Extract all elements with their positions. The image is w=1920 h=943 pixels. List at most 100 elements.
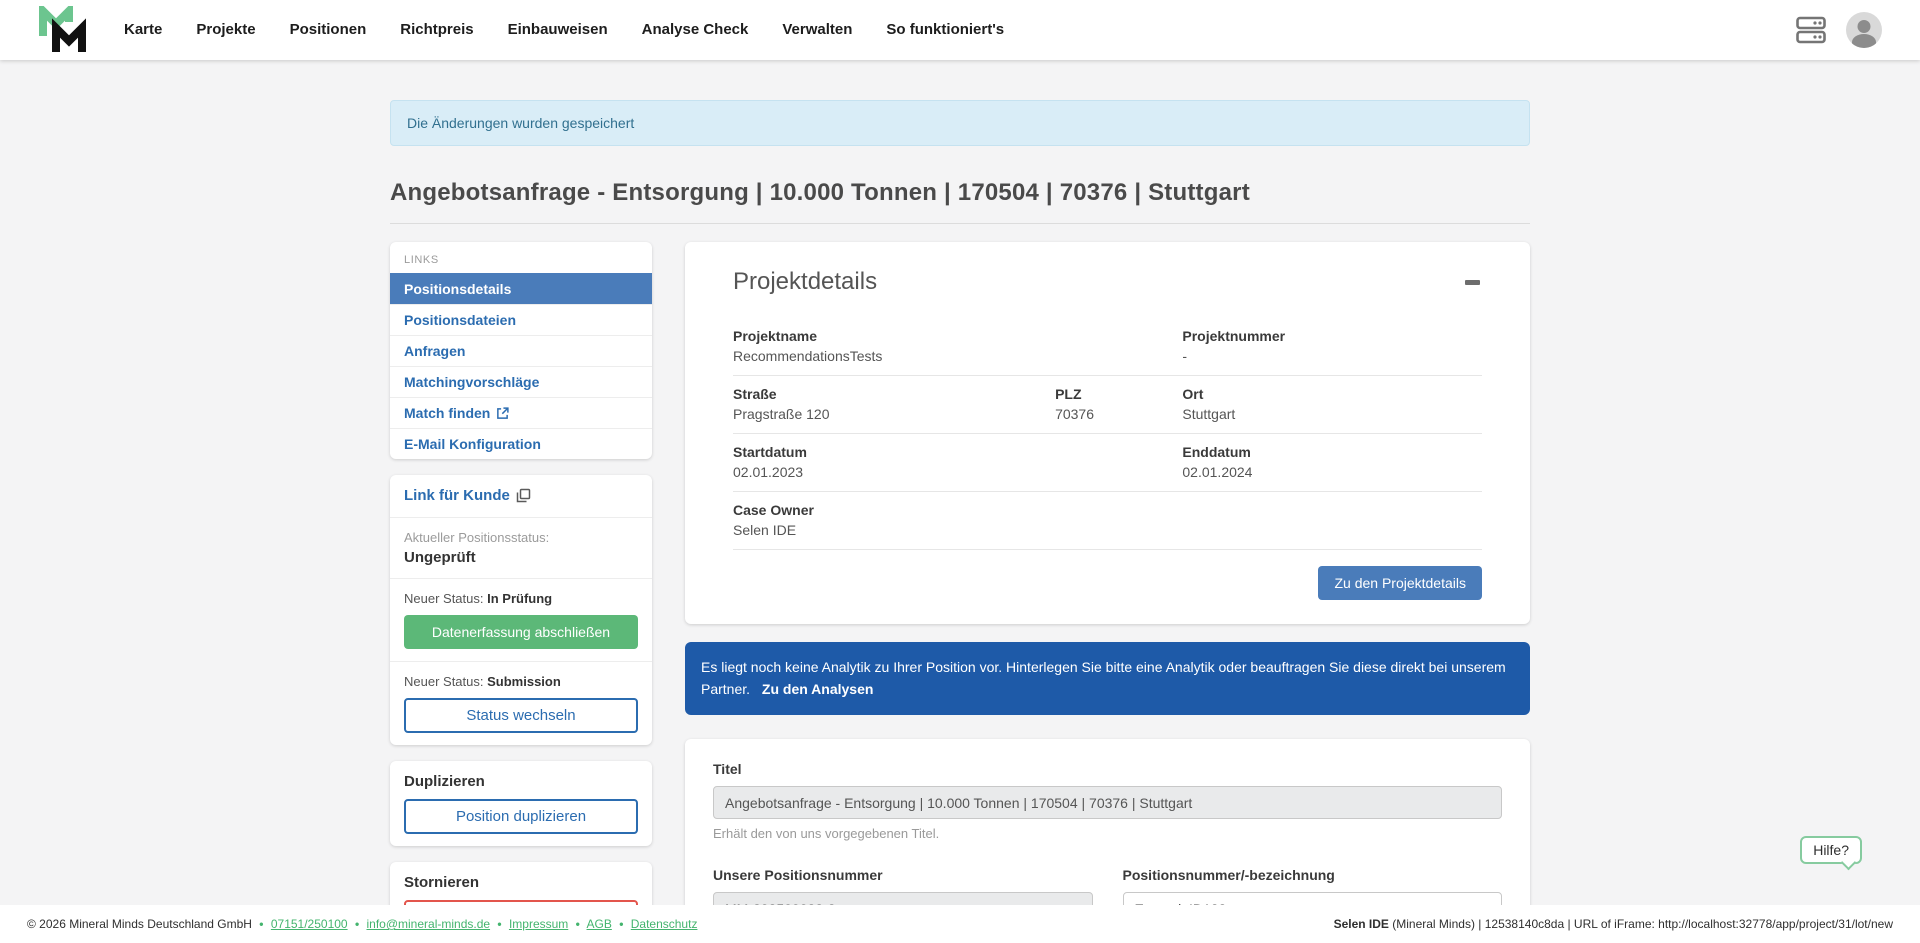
sidebar-item-positionsdateien[interactable]: Positionsdateien <box>390 304 652 335</box>
nav-item-karte[interactable]: Karte <box>124 21 163 38</box>
case-owner-value: Selen IDE <box>733 522 797 538</box>
footer-datenschutz-link[interactable]: Datenschutz <box>630 917 698 931</box>
nav-item-verwalten[interactable]: Verwalten <box>782 21 853 38</box>
unsere-positionsnummer-label: Unsere Positionsnummer <box>713 867 883 884</box>
duplicate-card-title: Duplizieren <box>404 773 485 790</box>
collapse-minus-icon[interactable] <box>1463 274 1482 291</box>
projektname-label: Projektname <box>733 328 818 344</box>
plz-label: PLZ <box>1055 386 1082 402</box>
page-title: Angebotsanfrage - Entsorgung | 10.000 To… <box>390 179 1530 224</box>
strasse-value: Pragstraße 120 <box>733 406 830 422</box>
hilfe-button[interactable]: Hilfe? <box>1800 836 1862 864</box>
footer-separator: • <box>497 917 502 931</box>
link-fuer-kunde-label: Link für Kunde <box>404 487 510 504</box>
nav-item-analyse-check[interactable]: Analyse Check <box>641 21 749 38</box>
footer-phone-link[interactable]: 07151/250100 <box>270 917 348 931</box>
project-details-title: Projektdetails <box>733 268 878 295</box>
server-rack-icon[interactable] <box>1796 16 1826 44</box>
stornieren-dropdown-button[interactable]: Stornieren <box>404 900 638 905</box>
startdatum-value: 02.01.2023 <box>733 464 804 480</box>
positionsnummer-label: Positionsnummer/-bezeichnung <box>1122 867 1335 884</box>
top-navbar: Karte Projekte Positionen Richtpreis Ein… <box>0 0 1920 60</box>
cancel-card-title: Stornieren <box>404 874 480 891</box>
next-status-value: In Prüfung <box>487 591 553 606</box>
titel-label: Titel <box>713 761 742 778</box>
duplicate-card: Duplizieren Position duplizieren <box>390 761 652 846</box>
saved-alert: Die Änderungen wurden gespeichert <box>390 100 1530 146</box>
plz-value: 70376 <box>1055 406 1094 422</box>
footer-email-link[interactable]: info@mineral-minds.de <box>366 917 491 931</box>
user-avatar-icon[interactable] <box>1846 12 1882 48</box>
datenerfassung-abschliessen-button[interactable]: Datenerfassung abschließen <box>404 615 638 649</box>
footer-separator: • <box>259 917 264 931</box>
sidebar-item-match-finden[interactable]: Match finden <box>390 397 652 428</box>
analytics-banner: Es liegt noch keine Analytik zu Ihrer Po… <box>685 642 1530 716</box>
links-card-header: LINKS <box>404 254 439 266</box>
ort-label: Ort <box>1182 386 1204 402</box>
footer-agb-link[interactable]: AGB <box>586 917 612 931</box>
link-fuer-kunde-link[interactable]: Link für Kunde <box>404 487 531 504</box>
external-link-icon <box>497 406 509 419</box>
ort-value: Stuttgart <box>1182 406 1236 422</box>
position-duplizieren-button[interactable]: Position duplizieren <box>404 799 638 834</box>
footer-separator: • <box>354 917 360 931</box>
analytics-banner-text: Es liegt noch keine Analytik zu Ihrer Po… <box>701 659 1506 697</box>
footer-user-name: Selen IDE <box>1333 917 1389 931</box>
sidebar-item-label: Match finden <box>404 405 491 421</box>
status-wechseln-button[interactable]: Status wechseln <box>404 698 638 733</box>
titel-input <box>713 786 1502 820</box>
links-card: LINKS Positionsdetails Positionsdateien … <box>390 242 652 459</box>
zu-den-analysen-link[interactable]: Zu den Analysen <box>761 680 874 697</box>
titel-helper: Erhält den von uns vorgegebenen Titel. <box>713 826 940 842</box>
sidebar-item-email-konfiguration[interactable]: E-Mail Konfiguration <box>390 428 652 459</box>
left-sidebar: LINKS Positionsdetails Positionsdateien … <box>390 242 652 905</box>
startdatum-label: Startdatum <box>733 444 807 460</box>
projektnummer-label: Projektnummer <box>1182 328 1286 344</box>
next-status-value: Submission <box>487 674 561 689</box>
next-status-label: Neuer Status: <box>404 674 484 689</box>
enddatum-label: Enddatum <box>1182 444 1251 460</box>
cancel-card: Stornieren Stornieren <box>390 862 652 905</box>
project-row-address: Straße Pragstraße 120 PLZ 70376 Ort Stut… <box>733 376 1482 434</box>
project-row-owner: Case Owner Selen IDE <box>733 492 1482 550</box>
footer-separator: • <box>575 917 580 931</box>
main-content: Die Änderungen wurden gespeichert Angebo… <box>0 60 1920 905</box>
nav-item-so-funktionierts[interactable]: So funktioniert's <box>886 21 1005 38</box>
status-card: Link für Kunde Aktueller Positionsstatus… <box>390 475 652 745</box>
footer: © 2026 Mineral Minds Deutschland GmbH • … <box>0 905 1920 943</box>
footer-session-info: Selen IDE (Mineral Minds) | 12538140c8da… <box>1334 917 1893 931</box>
sidebar-item-matchingvorschlaege[interactable]: Matchingvorschläge <box>390 366 652 397</box>
footer-separator: • <box>619 917 624 931</box>
next-status-label: Neuer Status: <box>404 591 484 606</box>
nav-item-projekte[interactable]: Projekte <box>196 21 256 38</box>
nav-item-einbauweisen[interactable]: Einbauweisen <box>507 21 608 38</box>
content-column: Projektdetails Projektname Recommendatio… <box>685 242 1530 905</box>
enddatum-value: 02.01.2024 <box>1182 464 1253 480</box>
footer-left: © 2026 Mineral Minds Deutschland GmbH • … <box>27 917 697 931</box>
nav-item-richtpreis[interactable]: Richtpreis <box>400 21 474 38</box>
nav-item-positionen[interactable]: Positionen <box>289 21 367 38</box>
project-details-card: Projektdetails Projektname Recommendatio… <box>685 242 1530 624</box>
footer-session-text: (Mineral Minds) | 12538140c8da | URL of … <box>1388 917 1893 931</box>
position-form-card: Titel Erhält den von uns vorgegebenen Ti… <box>685 739 1530 905</box>
mineral-minds-logo-icon[interactable] <box>38 6 90 54</box>
main-nav: Karte Projekte Positionen Richtpreis Ein… <box>124 21 1004 39</box>
projektnummer-value: - <box>1182 348 1188 364</box>
footer-impressum-link[interactable]: Impressum <box>508 917 569 931</box>
positionsnummer-field: Positionsnummer/-bezeichnung Z.B. Intern… <box>1122 867 1502 905</box>
strasse-label: Straße <box>733 386 777 402</box>
next-status-line-1: Neuer Status: In Prüfung <box>404 591 638 606</box>
copy-icon <box>516 488 531 503</box>
project-row-dates: Startdatum 02.01.2023 Enddatum 02.01.202… <box>733 434 1482 492</box>
positionsnummer-input[interactable] <box>1122 892 1502 905</box>
unsere-positionsnummer-field: Unsere Positionsnummer Erhält eine syste… <box>713 867 1093 905</box>
next-status-line-2: Neuer Status: Submission <box>404 674 638 689</box>
project-row-name: Projektname RecommendationsTests Projekt… <box>733 318 1482 376</box>
sidebar-item-positionsdetails[interactable]: Positionsdetails <box>390 273 652 304</box>
current-status-label: Aktueller Positionsstatus: <box>404 530 550 545</box>
sidebar-item-anfragen[interactable]: Anfragen <box>390 335 652 366</box>
zu-den-projektdetails-button[interactable]: Zu den Projektdetails <box>1318 566 1482 600</box>
current-status-value: Ungeprüft <box>404 549 476 566</box>
footer-copyright: © 2026 Mineral Minds Deutschland GmbH <box>27 917 252 931</box>
unsere-positionsnummer-input <box>713 892 1093 905</box>
